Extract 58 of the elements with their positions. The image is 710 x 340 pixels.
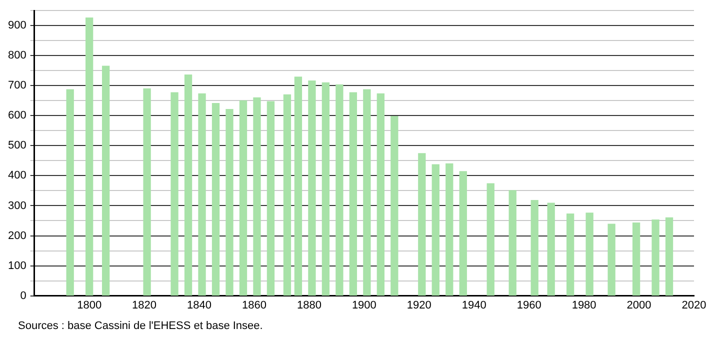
x-tick-label: 2000 [626, 299, 652, 312]
bar [85, 17, 94, 296]
bar [586, 212, 594, 296]
y-tick-label: 800 [8, 50, 26, 62]
y-tick-label: 0 [20, 290, 26, 302]
x-tick-label: 1840 [187, 299, 212, 312]
bar [459, 171, 467, 296]
bar [530, 200, 538, 296]
bar [349, 92, 358, 296]
bar [184, 74, 192, 296]
bar [432, 164, 440, 296]
bar [336, 84, 344, 296]
bar [226, 109, 234, 296]
bar [198, 93, 206, 296]
y-tick-label: 200 [8, 230, 26, 242]
bar [652, 220, 660, 296]
y-tick-label: 500 [8, 140, 26, 152]
bar [665, 217, 674, 296]
bar [66, 89, 74, 296]
x-tick-label: 1880 [296, 299, 322, 312]
bar [547, 202, 555, 296]
y-tick-label: 700 [8, 80, 26, 92]
bar [322, 82, 330, 296]
bar [283, 94, 292, 296]
source-note: Sources : base Cassini de l'EHESS et base Insee. [18, 320, 263, 332]
bar [390, 116, 398, 296]
x-tick-label: 1980 [572, 299, 596, 312]
x-tick-label: 1920 [406, 299, 432, 312]
bar [102, 66, 110, 296]
x-tick-label: 1940 [462, 299, 486, 312]
y-tick-label: 400 [8, 170, 26, 182]
y-tick-label: 100 [8, 260, 26, 272]
bar [508, 190, 516, 296]
bar [294, 76, 302, 296]
x-tick-label: 1900 [352, 299, 376, 312]
bar [363, 89, 371, 296]
bar [486, 183, 494, 296]
y-tick-label: 600 [8, 110, 26, 122]
y-tick-label: 900 [8, 20, 26, 32]
bar [376, 93, 384, 296]
x-tick-label: 1800 [77, 299, 102, 312]
bar [212, 103, 220, 296]
bar [566, 214, 574, 296]
x-tick-label: 2020 [682, 299, 706, 312]
y-tick-label: 300 [8, 200, 26, 212]
bar [632, 222, 640, 296]
bar [446, 163, 454, 296]
bar [170, 92, 178, 296]
bar [418, 153, 426, 296]
x-tick-label: 1820 [132, 299, 157, 312]
bar [143, 88, 151, 296]
bar [253, 97, 261, 296]
x-tick-label: 1960 [516, 299, 542, 312]
bar [308, 80, 316, 296]
bar [266, 101, 275, 296]
bar [608, 224, 616, 296]
x-tick-label: 1860 [242, 299, 266, 312]
bar [239, 100, 248, 296]
